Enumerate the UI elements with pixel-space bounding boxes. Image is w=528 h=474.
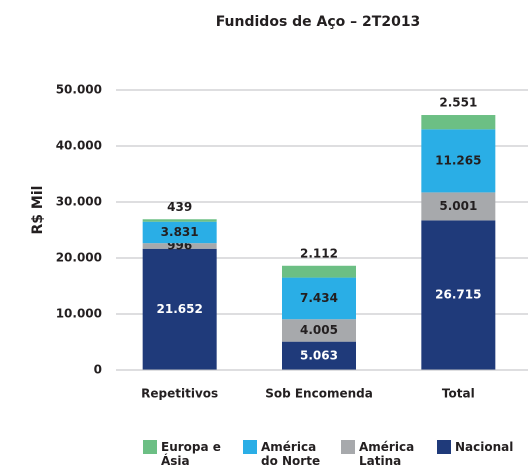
legend-swatch (437, 440, 451, 454)
chart-title: Fundidos de Aço – 2T2013 (216, 14, 421, 30)
y-tick-label: 30.000 (56, 195, 102, 209)
legend-item: América do Norte (243, 440, 327, 468)
bar-segment (421, 192, 496, 221)
legend-item: América Latina (341, 440, 425, 468)
data-label: 7.434 (300, 291, 338, 305)
legend-label: América Latina (359, 440, 415, 468)
data-label: 26.715 (435, 288, 481, 302)
legend-label: Nacional (455, 440, 514, 454)
bar-segment (421, 115, 496, 130)
y-tick-label: 40.000 (56, 139, 102, 153)
bar-segment (282, 341, 356, 370)
data-label: 4.005 (300, 323, 338, 337)
data-label: 11.265 (435, 153, 481, 167)
legend-item: Europa e Ásia (143, 440, 227, 468)
x-tick-label: Repetitivos (141, 387, 218, 401)
legend-swatch (243, 440, 257, 454)
legend-label: América do Norte (261, 440, 321, 468)
bar-segment (282, 265, 356, 278)
y-tick-label: 50.000 (56, 83, 102, 97)
y-tick-label: 10.000 (56, 307, 102, 321)
bar-segment (421, 129, 496, 193)
bar-segment (421, 220, 496, 370)
data-label: 2.112 (300, 246, 338, 260)
y-axis-label: R$ Mil (30, 186, 46, 235)
data-label: 5.001 (439, 199, 477, 213)
bar-segment (142, 243, 217, 249)
x-tick-label: Sob Encomenda (265, 387, 373, 401)
legend-swatch (341, 440, 355, 454)
y-tick-label: 20.000 (56, 251, 102, 265)
x-tick-label: Total (442, 387, 475, 401)
bar-segment (142, 219, 217, 222)
legend-label: Europa e Ásia (161, 440, 221, 468)
bar-segment (142, 221, 217, 244)
data-label: 439 (167, 200, 192, 214)
data-label: 21.652 (157, 302, 203, 316)
y-tick-label: 0 (94, 363, 102, 377)
data-label: 2.551 (439, 96, 477, 110)
bar-segment (282, 277, 356, 320)
bar-segment (282, 319, 356, 342)
data-label: 3.831 (161, 225, 199, 239)
legend-swatch (143, 440, 157, 454)
legend-item: Nacional (437, 440, 521, 454)
data-label: 5.063 (300, 348, 338, 362)
bar-segment (142, 248, 217, 370)
